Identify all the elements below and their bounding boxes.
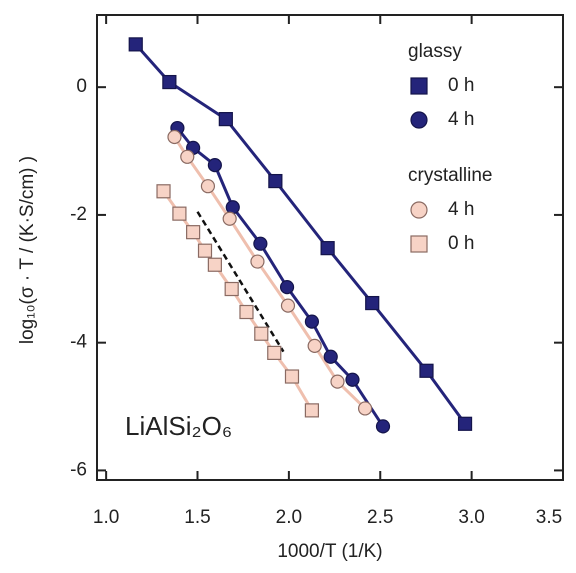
marker	[197, 243, 213, 258]
marker	[156, 184, 171, 199]
marker	[345, 372, 360, 387]
marker	[307, 338, 322, 353]
fit-line	[134, 43, 467, 425]
x-tick-label: 3.5	[536, 507, 562, 528]
marker	[357, 401, 373, 416]
marker	[162, 74, 177, 90]
legend-group-title: crystalline	[408, 165, 492, 186]
legend-group-title: glassy	[408, 41, 462, 62]
marker	[180, 149, 195, 164]
marker	[304, 403, 320, 418]
plot-frame	[96, 14, 564, 481]
marker	[172, 206, 187, 221]
legend-marker	[410, 201, 428, 219]
y-tick-label: 0	[76, 76, 87, 97]
x-tick-label: 3.0	[458, 507, 484, 528]
marker	[279, 280, 295, 295]
marker	[239, 304, 254, 320]
legend-label: 0 h	[448, 75, 474, 96]
marker	[280, 298, 296, 313]
legend-marker	[410, 235, 428, 253]
marker	[284, 369, 300, 384]
marker	[320, 241, 335, 256]
marker	[167, 129, 182, 145]
marker	[250, 254, 265, 269]
marker	[268, 173, 283, 189]
marker	[304, 314, 320, 329]
guide-line	[196, 211, 285, 353]
marker	[186, 225, 201, 240]
marker	[330, 374, 345, 389]
legend-marker	[410, 111, 428, 129]
marker	[222, 211, 237, 226]
marker	[254, 326, 269, 341]
x-tick-label: 2.0	[276, 507, 302, 528]
marker	[375, 419, 391, 434]
y-tick-label: -4	[70, 332, 87, 353]
marker	[267, 345, 282, 360]
marker	[419, 363, 434, 378]
y-tick-label: -2	[70, 204, 87, 225]
legend-marker	[410, 77, 428, 95]
y-tick-label: -6	[70, 459, 87, 480]
marker	[224, 281, 239, 297]
marker	[323, 349, 338, 364]
legend-label: 0 h	[448, 233, 474, 254]
fit-line	[176, 127, 385, 428]
x-tick-label: 1.5	[184, 507, 210, 528]
marker	[128, 37, 143, 52]
marker	[207, 158, 222, 173]
legend-label: 4 h	[448, 109, 474, 130]
marker	[253, 236, 268, 251]
x-tick-label: 1.0	[93, 507, 119, 528]
annotation: LiAlSi₂O₆	[125, 411, 232, 441]
marker	[200, 179, 216, 194]
marker	[218, 112, 233, 127]
marker	[457, 416, 473, 431]
x-axis-label: 1000/T (1/K)	[277, 541, 382, 562]
marker	[365, 295, 380, 311]
y-axis-label: log₁₀(σ · T / (K·S/cm) )	[17, 156, 38, 344]
legend-label: 4 h	[448, 199, 474, 220]
x-tick-label: 2.5	[367, 507, 393, 528]
marker	[207, 257, 222, 272]
